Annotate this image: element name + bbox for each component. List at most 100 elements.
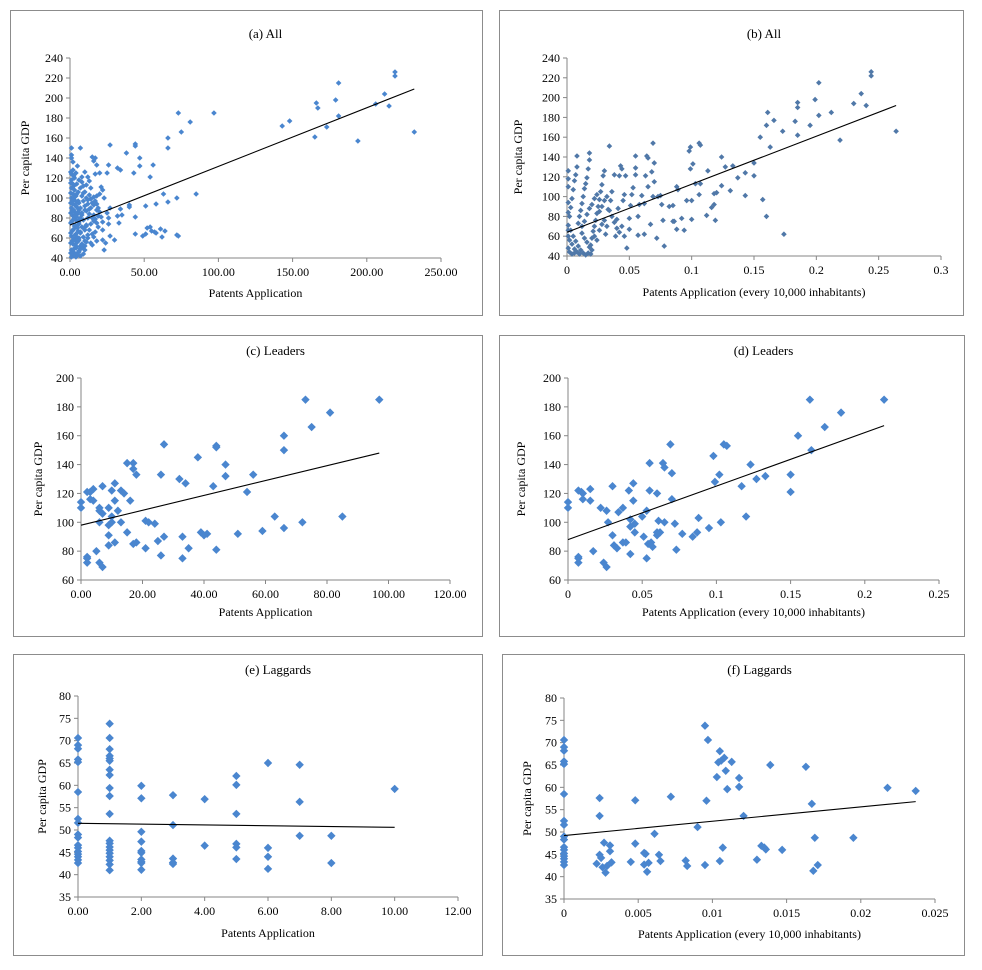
data-point	[635, 232, 641, 239]
y-tick-label: 220	[45, 71, 63, 85]
x-tick-label: 20.00	[129, 587, 156, 601]
data-point	[705, 168, 711, 174]
data-point	[313, 100, 320, 106]
x-tick-label: 0.02	[850, 906, 871, 920]
data-point	[759, 196, 766, 203]
data-point	[70, 173, 77, 179]
data-point	[693, 822, 702, 832]
data-point	[159, 234, 165, 240]
x-axis-label: Patents Application	[219, 605, 313, 619]
data-point	[79, 193, 85, 199]
data-point	[211, 110, 217, 116]
y-tick-label: 200	[542, 91, 560, 105]
data-point	[642, 867, 652, 876]
data-point	[678, 529, 687, 539]
data-point	[295, 831, 304, 841]
x-tick-label: 0.025	[922, 906, 949, 920]
data-point	[805, 395, 815, 404]
data-point	[809, 866, 818, 876]
data-point	[312, 134, 318, 140]
data-point	[711, 190, 717, 197]
y-tick-label: 45	[545, 847, 557, 861]
data-point	[597, 188, 604, 195]
data-point	[73, 858, 83, 868]
y-tick-label: 100	[56, 515, 74, 529]
data-point	[645, 183, 651, 190]
data-point	[86, 227, 93, 233]
y-axis-label: Per capita GDP	[18, 120, 32, 195]
data-point	[80, 234, 87, 240]
y-tick-label: 35	[59, 890, 71, 904]
data-point	[105, 733, 114, 743]
data-point	[883, 783, 892, 792]
data-point	[569, 241, 575, 247]
data-point	[332, 97, 339, 103]
x-tick-label: 250.00	[425, 265, 458, 279]
data-point	[786, 470, 795, 479]
data-point	[816, 79, 822, 86]
chart-d-svg: (d) Leaders 60 80 100 120 140 160 180 200 0 0.05 0.…	[514, 343, 950, 619]
data-point	[69, 208, 76, 214]
data-point	[764, 109, 771, 116]
data-point	[650, 140, 656, 146]
data-point	[660, 217, 666, 224]
x-tick-label: 0.00	[60, 265, 81, 279]
data-point	[652, 489, 662, 498]
data-point	[810, 833, 819, 843]
data-point	[602, 231, 609, 238]
data-point	[709, 451, 718, 461]
data-point	[90, 234, 97, 240]
data-point	[79, 212, 85, 218]
data-point	[76, 503, 86, 513]
data-point	[126, 204, 133, 210]
data-point	[576, 213, 583, 220]
data-point	[68, 152, 75, 158]
data-point	[581, 218, 588, 225]
data-point	[110, 496, 120, 505]
y-tick-label: 80	[549, 544, 561, 558]
x-tick-label: 50.00	[131, 265, 158, 279]
data-point	[165, 199, 171, 205]
data-point	[582, 180, 589, 187]
data-point	[565, 175, 572, 182]
scatter-points	[73, 719, 399, 875]
data-point	[209, 482, 218, 491]
data-point	[792, 118, 798, 125]
x-tick-label: 120.00	[434, 587, 467, 601]
data-point	[595, 811, 604, 821]
data-point	[70, 159, 76, 165]
data-point	[565, 183, 572, 190]
data-point	[131, 170, 137, 176]
data-point	[381, 91, 388, 97]
data-point	[67, 180, 74, 186]
data-point	[73, 744, 83, 753]
scatter-points	[565, 69, 899, 258]
data-point	[609, 188, 615, 195]
data-point	[193, 453, 203, 462]
data-point	[654, 516, 663, 526]
data-point	[639, 532, 648, 541]
data-point	[76, 497, 86, 507]
y-axis-label: Per capita GDP	[31, 441, 45, 516]
data-point	[641, 231, 648, 238]
data-point	[122, 528, 132, 537]
data-point	[132, 231, 139, 237]
data-point	[868, 73, 874, 79]
data-point	[178, 532, 187, 541]
data-point	[601, 868, 610, 877]
data-point	[136, 155, 143, 161]
data-point	[565, 209, 572, 216]
data-point	[704, 523, 714, 533]
data-point	[153, 201, 159, 207]
data-point	[565, 222, 572, 229]
data-point	[174, 195, 180, 201]
chart-panel-e: (e) Laggards 35 40 45 50 55 60 65 70 75 80 0.00 2.00…	[13, 654, 483, 956]
data-point	[307, 422, 316, 432]
data-point	[666, 440, 675, 449]
data-point	[608, 531, 617, 540]
data-point	[73, 787, 83, 797]
data-point	[599, 181, 605, 188]
data-point	[221, 471, 230, 481]
chart-c-svg: (c) Leaders 60 80 100 120 140 160 180 200 0.00 20.…	[31, 343, 467, 619]
data-point	[159, 532, 169, 541]
